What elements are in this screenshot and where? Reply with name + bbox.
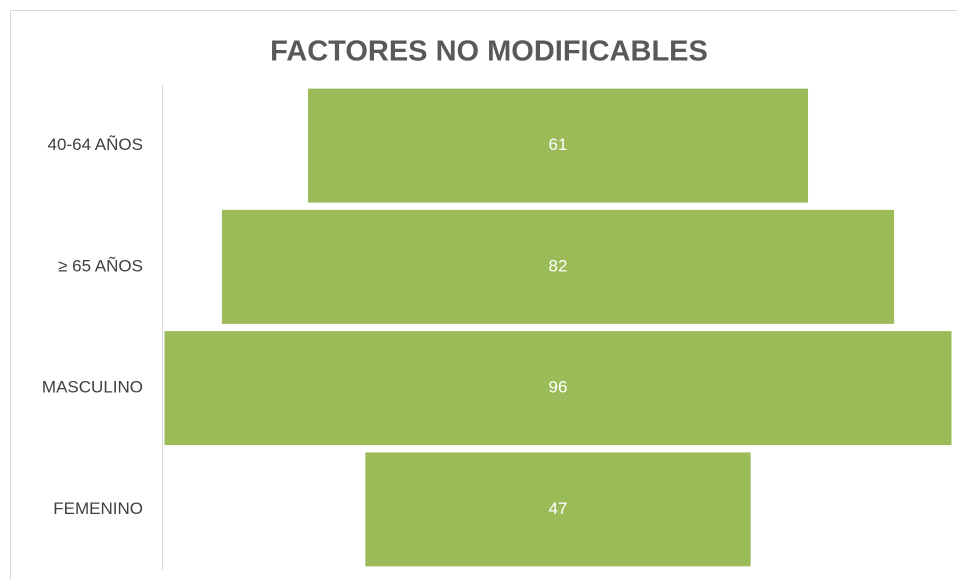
category-label: 40-64 AÑOS [48, 135, 143, 154]
data-label: 96 [549, 378, 568, 397]
bar [221, 209, 895, 324]
data-label: 82 [549, 256, 568, 275]
bar [164, 331, 952, 446]
category-label: ≥ 65 AÑOS [58, 256, 143, 275]
chart-title: FACTORES NO MODIFICABLES [270, 36, 708, 68]
category-label: FEMENINO [53, 499, 143, 518]
data-label: 61 [549, 135, 568, 154]
category-label: MASCULINO [42, 378, 143, 397]
bar [307, 88, 809, 203]
chart-border [10, 10, 957, 580]
data-label: 47 [549, 499, 568, 518]
bar [365, 452, 751, 567]
